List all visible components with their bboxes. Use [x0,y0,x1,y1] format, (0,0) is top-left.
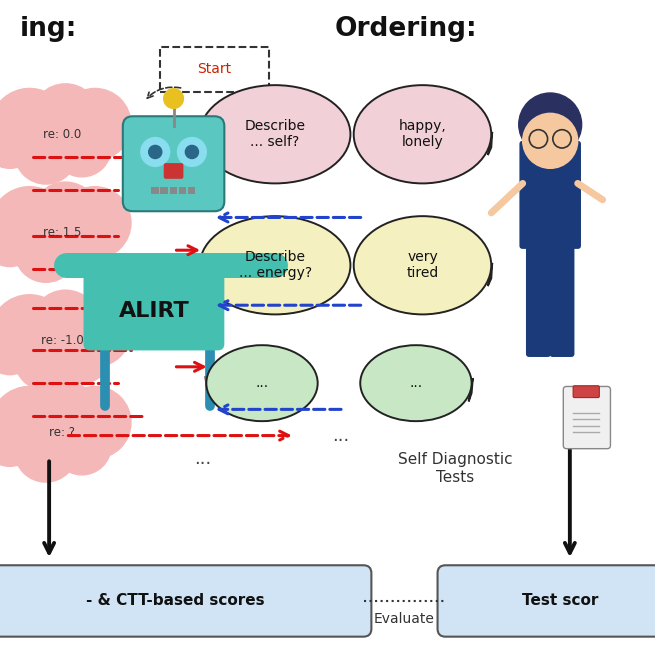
Circle shape [31,84,100,152]
FancyBboxPatch shape [160,187,168,194]
FancyBboxPatch shape [563,386,610,449]
Text: - & CTT-based scores: - & CTT-based scores [86,593,265,608]
Circle shape [0,212,37,267]
FancyBboxPatch shape [160,47,269,92]
Circle shape [59,295,131,367]
Circle shape [0,187,69,265]
Text: Ordering:: Ordering: [335,16,477,43]
Circle shape [59,386,131,458]
FancyBboxPatch shape [0,565,371,637]
Circle shape [52,118,111,177]
Circle shape [185,145,198,159]
FancyBboxPatch shape [188,187,195,194]
Text: re: -1.0: re: -1.0 [41,334,84,347]
Polygon shape [199,131,203,155]
Circle shape [0,411,37,466]
Circle shape [52,324,111,383]
FancyBboxPatch shape [170,187,177,194]
Circle shape [0,386,69,465]
Circle shape [149,145,162,159]
Circle shape [31,182,100,250]
Polygon shape [199,260,203,284]
Circle shape [59,88,131,160]
Circle shape [52,216,111,275]
Text: Test scor: Test scor [522,593,598,608]
FancyBboxPatch shape [526,239,551,357]
Circle shape [0,88,69,167]
Circle shape [31,290,100,358]
Text: ALIRT: ALIRT [119,301,189,321]
FancyBboxPatch shape [573,386,599,398]
Circle shape [523,113,578,168]
Circle shape [31,382,100,450]
Ellipse shape [206,345,318,421]
Text: ...: ... [195,449,212,468]
Text: ing:: ing: [20,16,77,43]
Circle shape [519,93,582,156]
Circle shape [141,138,170,166]
Text: Self Diagnostic
Tests: Self Diagnostic Tests [398,452,512,485]
Text: Describe
... self?: Describe ... self? [244,119,306,149]
Ellipse shape [200,85,350,183]
Circle shape [0,320,37,375]
FancyBboxPatch shape [123,117,224,211]
FancyBboxPatch shape [438,565,655,637]
Polygon shape [488,263,493,286]
Circle shape [0,113,37,168]
FancyBboxPatch shape [519,141,581,249]
Ellipse shape [354,216,491,314]
Polygon shape [469,378,473,402]
Circle shape [52,416,111,475]
Text: re: 0.0: re: 0.0 [43,128,81,141]
Text: Start: Start [197,62,232,77]
Text: Evaluate: Evaluate [374,612,434,626]
Polygon shape [488,132,493,155]
Circle shape [14,121,77,184]
Text: re: ?: re: ? [49,426,75,439]
Circle shape [0,295,69,373]
Circle shape [164,88,183,109]
FancyBboxPatch shape [83,272,224,350]
Polygon shape [205,376,210,400]
Circle shape [178,138,206,166]
Circle shape [59,187,131,259]
Text: Describe
... energy?: Describe ... energy? [238,250,312,280]
Text: re: 1.5: re: 1.5 [43,226,81,239]
Text: ...: ... [409,376,422,390]
FancyBboxPatch shape [179,187,186,194]
Text: very
tired: very tired [406,250,439,280]
Text: ...: ... [332,426,349,445]
FancyBboxPatch shape [164,163,183,179]
FancyBboxPatch shape [550,239,574,357]
Ellipse shape [354,85,491,183]
Ellipse shape [360,345,472,421]
Circle shape [14,219,77,282]
Circle shape [14,419,77,482]
Circle shape [14,328,77,390]
FancyBboxPatch shape [151,187,159,194]
Text: happy,
lonely: happy, lonely [399,119,446,149]
Ellipse shape [200,216,350,314]
Text: ...: ... [255,376,269,390]
